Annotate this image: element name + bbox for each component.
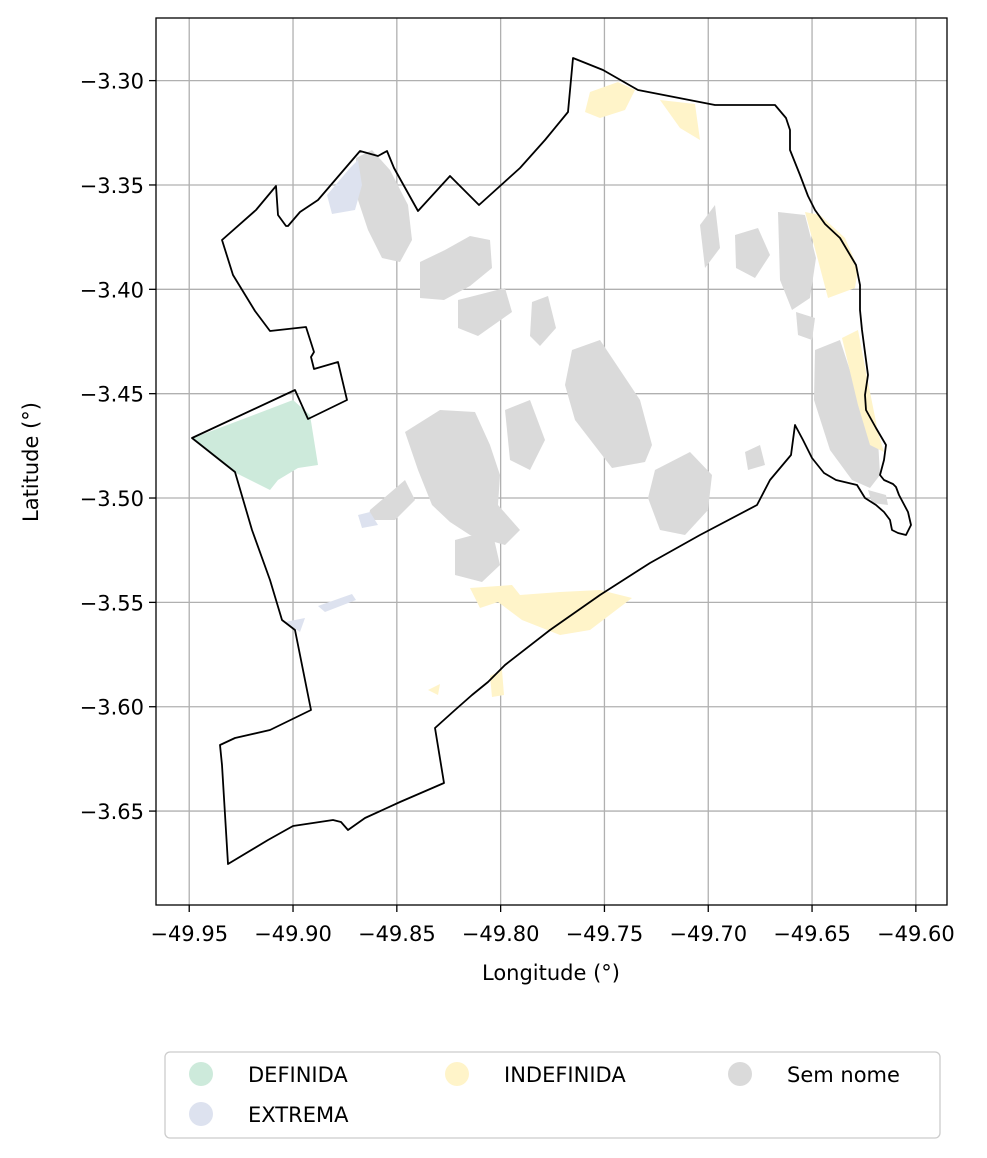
region-sem-nome [458,288,512,336]
legend-label-extrema: EXTREMA [248,1103,349,1127]
y-tick-label: −3.45 [80,383,144,407]
region-indefinida [805,212,858,298]
region-sem-nome [368,480,415,520]
region-sem-nome [565,340,652,468]
region-sem-nome [745,445,765,470]
region-group-sem-nome [356,150,888,582]
y-tick-label: −3.55 [80,591,144,615]
x-tick-label: −49.90 [254,922,332,946]
region-indefinida [428,684,440,695]
region-extrema [358,512,378,528]
region-group-definida [193,400,318,490]
legend-marker-extrema [189,1102,213,1126]
region-extrema [327,160,362,214]
region-group-indefinida [428,82,884,697]
legend-label-definida: DEFINIDA [248,1063,348,1087]
region-indefinida [660,100,700,140]
region-polygons [193,82,888,697]
region-sem-nome [796,312,815,340]
region-group-extrema [285,160,378,632]
region-extrema [285,618,305,632]
x-tick-label: −49.70 [669,922,747,946]
region-sem-nome [505,400,545,470]
region-sem-nome [868,490,888,505]
grid-lines [156,18,947,905]
y-axis-label: Latitude (°) [19,402,43,522]
region-sem-nome [648,452,712,535]
legend-marker-indefinida [445,1062,469,1086]
region-indefinida [470,585,632,635]
x-tick-label: −49.85 [358,922,436,946]
region-indefinida [842,330,884,452]
plot-frame [155,17,948,906]
region-sem-nome [735,228,770,278]
y-axis-ticks: −3.30 −3.35 −3.40 −3.45 −3.50 −3.55 −3.60 −3.65 [80,70,156,824]
y-tick-label: −3.65 [80,800,144,824]
y-tick-label: −3.60 [80,696,144,720]
region-sem-nome [356,150,412,262]
x-tick-label: −49.95 [150,922,228,946]
region-sem-nome [455,530,500,582]
x-tick-label: −49.80 [462,922,540,946]
x-tick-label: −49.65 [773,922,851,946]
legend-marker-definida [189,1062,213,1086]
region-sem-nome [814,340,880,488]
legend: DEFINIDA EXTREMA INDEFINIDA Sem nome [164,1051,941,1139]
region-sem-nome [530,296,556,346]
y-tick-label: −3.30 [80,70,144,94]
y-tick-label: −3.40 [80,278,144,302]
y-tick-label: −3.50 [80,487,144,511]
x-axis-label: Longitude (°) [482,961,620,985]
x-axis-ticks: −49.95 −49.90 −49.85 −49.80 −49.75 −49.70 −49.… [150,905,955,946]
municipality-boundary [191,57,912,865]
region-definida [193,400,318,490]
y-tick-label: −3.35 [80,174,144,198]
x-tick-label: −49.75 [566,922,644,946]
region-indefinida [585,82,635,118]
region-sem-nome [700,205,720,268]
legend-marker-sem-nome [728,1062,752,1086]
legend-label-sem-nome: Sem nome [787,1063,900,1087]
region-sem-nome [405,410,520,545]
legend-label-indefinida: INDEFINIDA [504,1063,626,1087]
region-extrema [318,594,356,612]
x-tick-label: −49.60 [877,922,955,946]
region-sem-nome [778,212,816,310]
region-sem-nome [420,236,492,300]
